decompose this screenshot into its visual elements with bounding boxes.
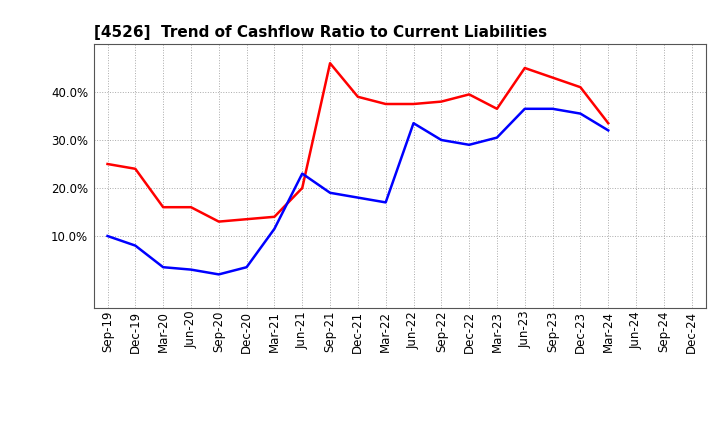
Operating CF to Current Liabilities xyxy=(382,101,390,106)
Free CF to Current Liabilities xyxy=(382,200,390,205)
Free CF to Current Liabilities xyxy=(409,121,418,126)
Operating CF to Current Liabilities xyxy=(492,106,501,111)
Operating CF to Current Liabilities xyxy=(521,66,529,71)
Free CF to Current Liabilities xyxy=(215,272,223,277)
Free CF to Current Liabilities xyxy=(604,128,613,133)
Free CF to Current Liabilities xyxy=(492,135,501,140)
Free CF to Current Liabilities xyxy=(576,111,585,116)
Operating CF to Current Liabilities xyxy=(103,161,112,167)
Free CF to Current Liabilities xyxy=(549,106,557,111)
Free CF to Current Liabilities xyxy=(437,137,446,143)
Operating CF to Current Liabilities xyxy=(325,61,334,66)
Line: Operating CF to Current Liabilities: Operating CF to Current Liabilities xyxy=(107,63,608,222)
Line: Free CF to Current Liabilities: Free CF to Current Liabilities xyxy=(107,109,608,275)
Free CF to Current Liabilities xyxy=(270,226,279,231)
Free CF to Current Liabilities xyxy=(159,264,168,270)
Operating CF to Current Liabilities xyxy=(465,92,474,97)
Free CF to Current Liabilities xyxy=(325,190,334,195)
Operating CF to Current Liabilities xyxy=(270,214,279,220)
Operating CF to Current Liabilities xyxy=(186,205,195,210)
Operating CF to Current Liabilities xyxy=(242,216,251,222)
Operating CF to Current Liabilities xyxy=(215,219,223,224)
Operating CF to Current Liabilities xyxy=(409,101,418,106)
Free CF to Current Liabilities xyxy=(298,171,307,176)
Free CF to Current Liabilities xyxy=(103,233,112,238)
Operating CF to Current Liabilities xyxy=(131,166,140,172)
Free CF to Current Liabilities xyxy=(242,264,251,270)
Free CF to Current Liabilities xyxy=(465,142,474,147)
Operating CF to Current Liabilities xyxy=(437,99,446,104)
Text: [4526]  Trend of Cashflow Ratio to Current Liabilities: [4526] Trend of Cashflow Ratio to Curren… xyxy=(94,25,546,40)
Operating CF to Current Liabilities xyxy=(159,205,168,210)
Free CF to Current Liabilities xyxy=(131,243,140,248)
Operating CF to Current Liabilities xyxy=(604,121,613,126)
Operating CF to Current Liabilities xyxy=(298,185,307,191)
Operating CF to Current Liabilities xyxy=(354,94,362,99)
Operating CF to Current Liabilities xyxy=(576,84,585,90)
Free CF to Current Liabilities xyxy=(354,195,362,200)
Operating CF to Current Liabilities xyxy=(549,75,557,80)
Free CF to Current Liabilities xyxy=(521,106,529,111)
Free CF to Current Liabilities xyxy=(186,267,195,272)
